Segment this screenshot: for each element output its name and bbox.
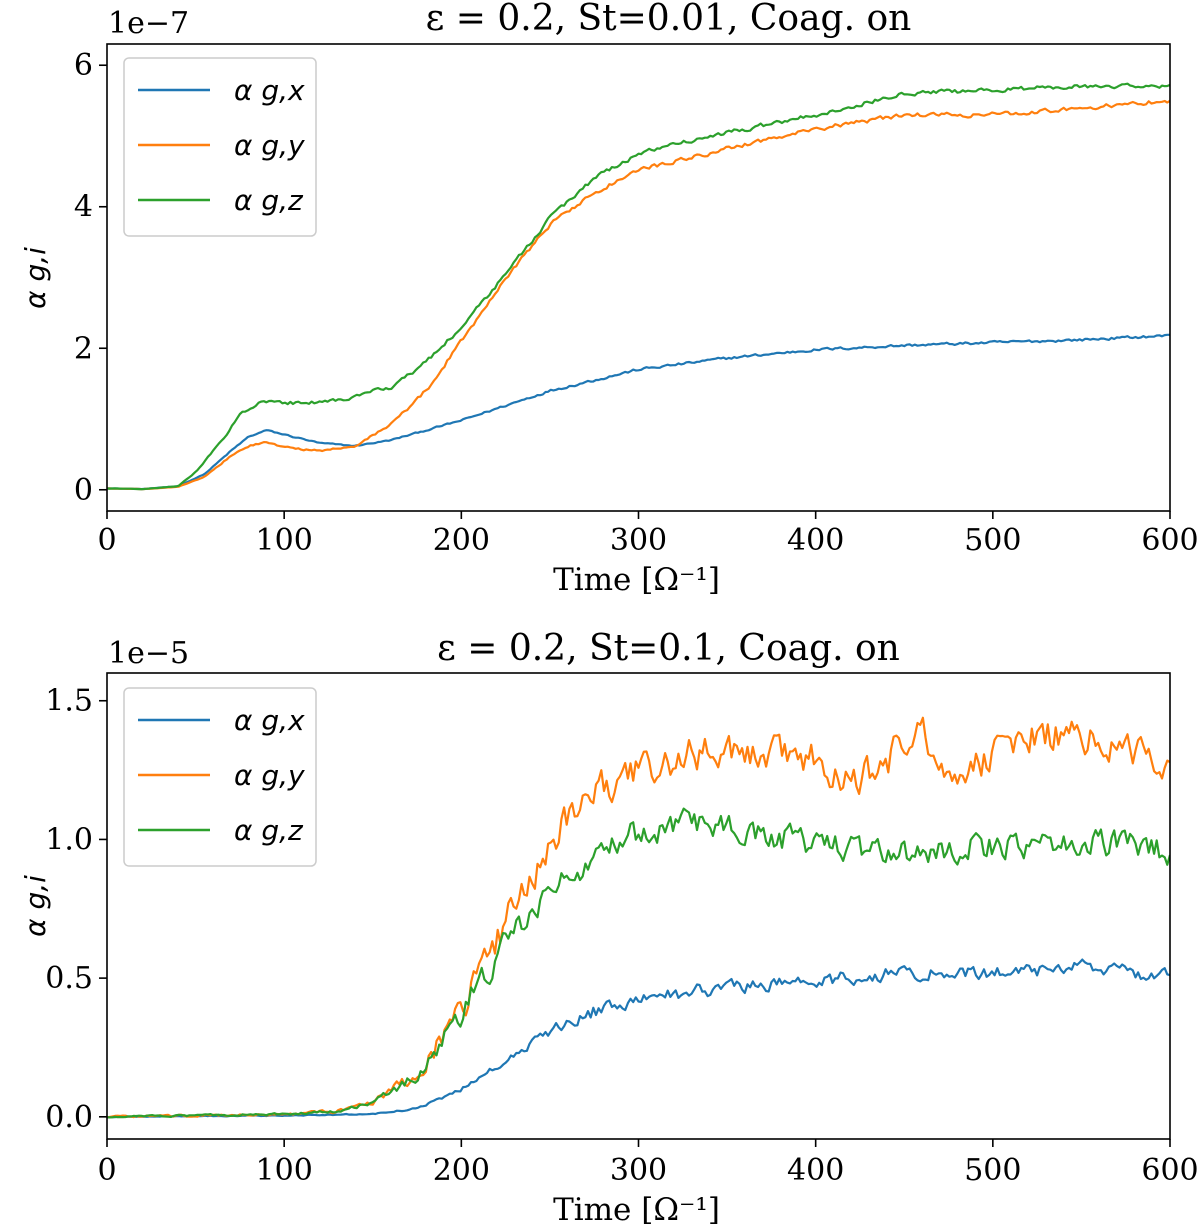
x-tick-label: 600 [1141,1153,1198,1188]
bottom-panel: 0 100 200 300 400 500 600 0.0 0.5 1.0 1.5 1e−5 ε = 0… [19,628,1199,1227]
x-tick-label: 100 [256,1153,313,1188]
legend-box [123,57,317,237]
x-tick-label: 400 [787,523,844,558]
chart-title: ε = 0.2, St=0.01, Coag. on [426,0,912,39]
chart-title: ε = 0.2, St=0.1, Coag. on [437,628,900,669]
series-line-z [107,807,1170,1119]
series-line-x [107,333,1170,491]
legend-label-y: α g,y [234,759,305,792]
legend-label-x: α g,x [234,74,305,107]
x-tick-label: 500 [964,523,1021,558]
x-tick-label: 0 [97,1153,116,1188]
x-axis-label: Time [Ω⁻¹] [553,1192,720,1227]
plot-area [107,82,1170,491]
legend-label-y: α g,y [234,129,305,162]
x-tick-label: 300 [610,523,667,558]
legend-label-x: α g,x [234,704,305,737]
legend-label-z: α g,z [234,814,304,847]
y-tick-label: 2 [74,331,93,366]
y-tick-label: 0 [74,473,93,508]
x-tick-label: 100 [256,523,313,558]
y-tick-label: 6 [74,48,93,83]
legend-box [123,687,317,867]
x-tick-label: 500 [964,1153,1021,1188]
series-line-x [107,958,1170,1119]
y-tick-label: 0.0 [45,1100,93,1135]
legend: α g,x α g,y α g,z [123,687,317,867]
y-tick-label: 1.5 [45,684,93,719]
y-offset-text: 1e−5 [108,636,189,671]
x-axis-label: Time [Ω⁻¹] [553,562,720,598]
x-tick-label: 200 [433,523,490,558]
x-tick-label: 400 [787,1153,844,1188]
series-line-y [107,99,1170,491]
y-offset-text: 1e−7 [108,6,189,41]
y-tick-label: 1.0 [45,822,93,857]
y-axis-label: α g,i [19,875,52,937]
x-tick-label: 200 [433,1153,490,1188]
y-axis-label: α g,i [19,247,52,309]
y-tick-label: 0.5 [45,961,93,996]
legend-label-z: α g,z [234,184,304,217]
x-tick-label: 300 [610,1153,667,1188]
x-tick-label: 600 [1141,523,1198,558]
plot-area [107,716,1170,1119]
x-tick-label: 0 [97,523,116,558]
y-tick-label: 4 [74,190,93,225]
legend: α g,x α g,y α g,z [123,57,317,237]
series-line-z [107,82,1170,491]
top-panel: 0 100 200 300 400 500 600 0 2 4 6 1e−7 ε = 0.2, St=0… [19,0,1199,598]
